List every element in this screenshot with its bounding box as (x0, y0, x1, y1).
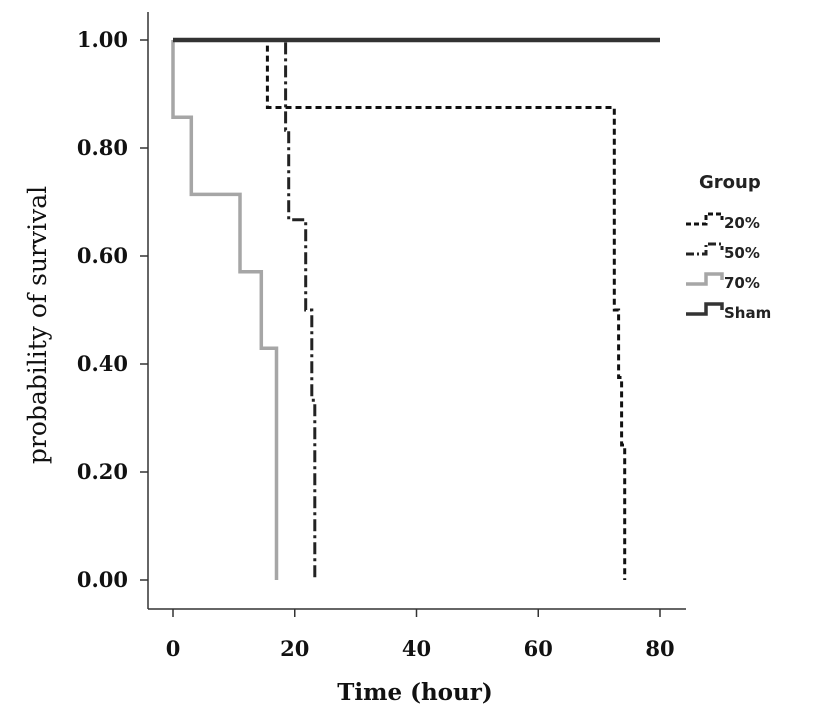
legend-key-2 (686, 272, 724, 286)
legend-label-0: 20% (724, 214, 760, 232)
y-tick-label: 0.20 (77, 459, 128, 484)
x-tick-label: 40 (402, 636, 431, 661)
series-lines (171, 37, 660, 580)
x-tick-label: 20 (280, 636, 309, 661)
legend-label-1: 50% (724, 244, 760, 262)
x-axis-title: Time (hour) (337, 679, 493, 706)
legend-label-3: Sham (724, 304, 771, 322)
y-tick-label: 0.80 (77, 135, 128, 160)
x-tick-label: 0 (166, 636, 181, 661)
y-tick-label: 0.00 (77, 567, 128, 592)
series-line-0 (173, 38, 627, 580)
y-tick-label: 0.40 (77, 351, 128, 376)
series-line-1 (173, 38, 317, 580)
legend: Group 20% 50% 70% Sham (686, 172, 771, 322)
series-line-2 (171, 40, 279, 580)
y-tick-label: 1.00 (77, 27, 128, 52)
legend-title: Group (699, 172, 761, 193)
legend-label-2: 70% (724, 274, 760, 292)
x-tick-label: 80 (645, 636, 674, 661)
x-tick-label: 60 (524, 636, 553, 661)
y-tick-label: 0.60 (77, 243, 128, 268)
y-axis-title: probability of survival (23, 186, 52, 464)
x-ticks: 0 20 40 60 80 (166, 609, 675, 661)
legend-key-1 (686, 242, 724, 256)
legend-key-0 (686, 212, 724, 226)
legend-key-3 (686, 302, 724, 316)
y-ticks: 0.00 0.20 0.40 0.60 0.80 1.00 (77, 27, 148, 592)
axes (147, 12, 686, 610)
